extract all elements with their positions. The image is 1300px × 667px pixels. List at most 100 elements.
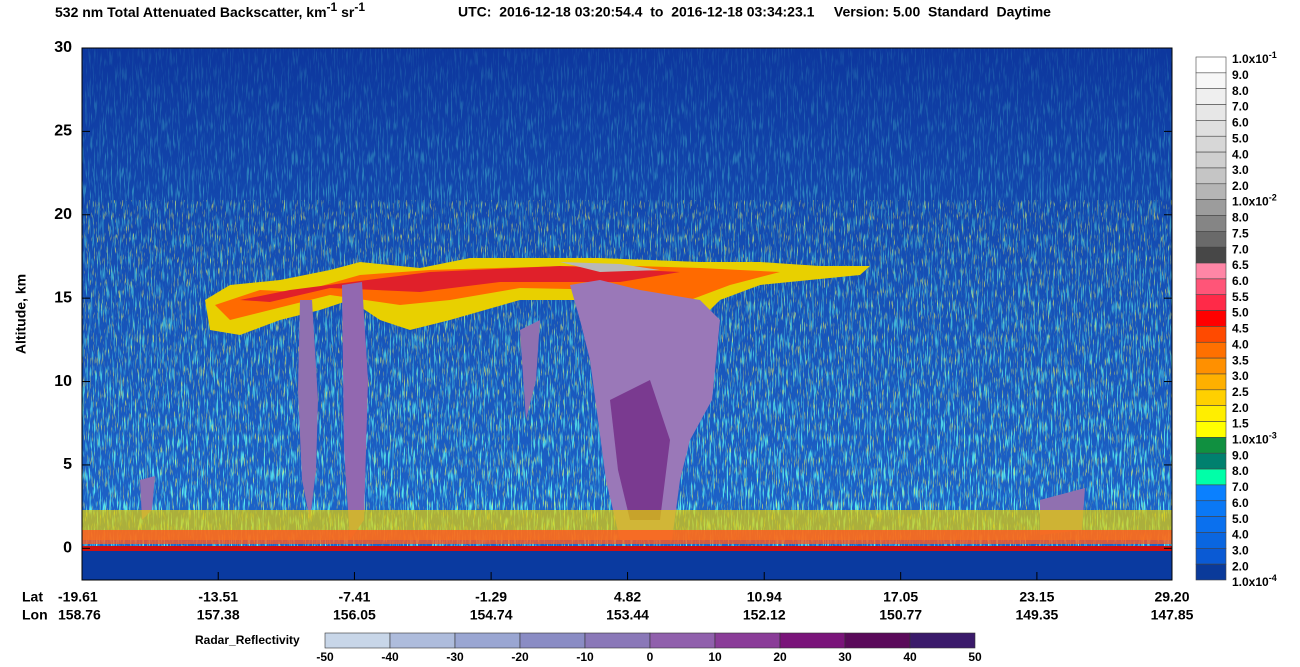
colorbar-label-base: 1.0x10 [1232, 52, 1269, 66]
colorbar-label: 3.0 [1232, 543, 1249, 557]
colorbar-swatch [1195, 151, 1227, 169]
colorbar-swatch [1195, 468, 1227, 486]
colorbar-label: 6.0 [1232, 116, 1249, 130]
colorbar-swatch [1195, 548, 1227, 565]
colorbar-label: 1.0x10-2 [1232, 193, 1277, 209]
colorbar-swatch [1195, 484, 1227, 502]
radar-tick-label: 40 [903, 650, 917, 664]
y-tick-label: 15 [54, 289, 72, 306]
colorbar-label: 9.0 [1232, 448, 1249, 462]
colorbar-label: 4.5 [1232, 322, 1249, 336]
lon-tick-label: 156.05 [333, 607, 376, 623]
colorbar-label: 2.5 [1232, 385, 1249, 399]
x-tick-label: -1.29 [475, 589, 507, 605]
colorbar-label: 1.5 [1232, 417, 1249, 431]
colorbar-label: 9.0 [1232, 68, 1249, 82]
colorbar-label: 4.0 [1232, 147, 1249, 161]
radar-colorbar-label: Radar_Reflectivity [195, 633, 300, 647]
colorbar-swatch [1195, 516, 1227, 533]
colorbar-label: 3.0 [1232, 369, 1249, 383]
x-tick-label: 29.20 [1154, 589, 1189, 605]
colorbar-swatch [1195, 183, 1227, 200]
colorbar-label: 3.0 [1232, 163, 1249, 177]
colorbar-swatch [1195, 120, 1227, 137]
radar-colorbar-swatch [714, 632, 781, 649]
colorbar-label: 2.0 [1232, 559, 1249, 573]
colorbar-swatch [1195, 421, 1227, 438]
radar-tick-label: -50 [316, 650, 334, 664]
radar-tick-label: -10 [576, 650, 594, 664]
colorbar-label: 4.0 [1232, 528, 1249, 542]
colorbar-label: 8.0 [1232, 211, 1249, 225]
colorbar-swatch [1195, 72, 1227, 89]
colorbar-label: 8.0 [1232, 464, 1249, 478]
lon-label: Lon [22, 607, 48, 623]
colorbar-label: 1.0x10-3 [1232, 431, 1277, 447]
radar-tick-label: -20 [511, 650, 529, 664]
colorbar-label: 7.0 [1232, 480, 1249, 494]
lon-tick-label: 154.74 [470, 607, 513, 623]
backscatter-image [82, 48, 1172, 580]
colorbar-label: 7.5 [1232, 227, 1249, 241]
radar-tick-label: 20 [773, 650, 787, 664]
chart-subtitle: UTC: 2016-12-18 03:20:54.4 to 2016-12-18… [458, 4, 1051, 20]
y-tick-label: 0 [63, 540, 72, 557]
y-axis-label: Altitude, km [13, 274, 29, 354]
colorbar-swatch [1195, 278, 1227, 296]
radar-colorbar-swatch [844, 632, 911, 649]
lon-tick-label: 150.77 [879, 607, 922, 623]
chart-title: 532 nm Total Attenuated Backscatter, km-… [55, 0, 365, 20]
colorbar-label: 5.0 [1232, 131, 1249, 145]
colorbar-swatch [1195, 405, 1227, 422]
x-tick-label: 10.94 [747, 589, 782, 605]
radar-tick-label: 10 [708, 650, 722, 664]
colorbar-swatch [1195, 231, 1227, 248]
lat-label: Lat [22, 589, 43, 605]
lon-tick-label: 147.85 [1151, 607, 1194, 623]
radar-tick-label: 30 [838, 650, 852, 664]
x-tick-label: -7.41 [338, 589, 370, 605]
colorbar-swatch [1195, 167, 1227, 185]
y-tick-label: 30 [54, 39, 72, 56]
colorbar-label-base: 1.0x10 [1232, 195, 1269, 209]
radar-tick-label: -30 [446, 650, 464, 664]
x-tick-label: 23.15 [1019, 589, 1054, 605]
colorbar-swatch [1195, 357, 1227, 375]
colorbar-swatch [1195, 373, 1227, 391]
colorbar-swatch [1195, 56, 1227, 74]
colorbar-swatch [1195, 437, 1227, 454]
colorbar-swatch [1195, 135, 1227, 153]
colorbar-label-exp: -2 [1269, 193, 1277, 203]
colorbar-label: 5.0 [1232, 512, 1249, 526]
colorbar-label: 5.5 [1232, 290, 1249, 304]
colorbar-swatch [1195, 389, 1227, 406]
lon-tick-label: 149.35 [1015, 607, 1058, 623]
colorbar-swatch [1195, 341, 1227, 359]
colorbar-swatch [1195, 246, 1227, 264]
colorbar-label: 5.0 [1232, 306, 1249, 320]
lon-tick-label: 158.76 [58, 607, 101, 623]
radar-colorbar-swatch [649, 632, 716, 649]
radar-colorbar-swatch [779, 632, 846, 649]
radar-colorbar-swatch [454, 632, 521, 649]
radar-tick-label: 0 [647, 650, 654, 664]
colorbar-swatch [1195, 199, 1227, 216]
lon-tick-label: 153.44 [606, 607, 649, 623]
colorbar-label: 7.0 [1232, 100, 1249, 114]
colorbar-label: 4.0 [1232, 337, 1249, 351]
colorbar-swatch [1195, 563, 1227, 581]
colorbar-label-exp: -3 [1269, 431, 1277, 441]
colorbar-swatch [1195, 215, 1227, 232]
radar-tick-label: -40 [381, 650, 399, 664]
colorbar-label-base: 1.0x10 [1232, 575, 1269, 589]
colorbar-swatch [1195, 262, 1227, 280]
colorbar-label-exp: -1 [1269, 50, 1277, 60]
y-tick-label: 20 [54, 206, 72, 223]
colorbar-swatch [1195, 310, 1227, 327]
colorbar-swatch [1195, 452, 1227, 470]
colorbar-label: 3.5 [1232, 353, 1249, 367]
colorbar-label: 7.0 [1232, 242, 1249, 256]
colorbar-swatch [1195, 326, 1227, 343]
colorbar-swatch [1195, 294, 1227, 311]
